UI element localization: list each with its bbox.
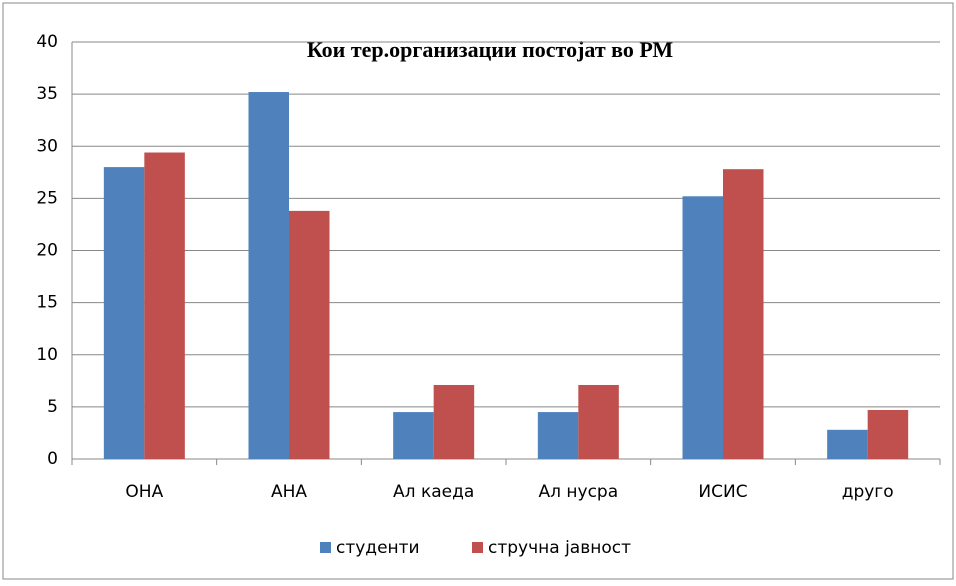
y-tick-label: 20 [36,241,58,261]
x-tick-label: ОНА [125,482,163,502]
bar [537,412,579,459]
y-tick-label: 0 [47,449,58,469]
chart-title: Кои тер.организации постојат во РМ [307,37,674,62]
bar [827,429,868,459]
bar [393,412,434,459]
bar [578,384,619,459]
y-tick-label: 30 [36,136,58,156]
legend-label: студенти [336,538,420,558]
x-tick-label: друго [842,482,894,502]
x-tick-label: Ал каеда [393,482,474,502]
y-tick-label: 25 [36,188,58,208]
y-tick-label: 10 [36,345,58,365]
bar [248,92,289,459]
bar [723,169,764,459]
legend-swatch [472,542,483,553]
legend-swatch [320,542,331,553]
y-tick-label: 35 [36,84,58,104]
bar [103,167,145,459]
bar [144,152,185,459]
y-tick-label: 40 [36,32,58,52]
bar [682,196,723,460]
x-tick-label: ИСИС [698,482,747,502]
bar [433,384,475,459]
y-tick-label: 15 [36,293,58,313]
legend-label: стручна јавност [488,538,631,558]
x-tick-label: Ал нусра [539,482,619,502]
bar [289,210,330,459]
bar [867,410,909,459]
y-tick-label: 5 [47,397,58,417]
x-tick-label: АНА [271,482,307,502]
